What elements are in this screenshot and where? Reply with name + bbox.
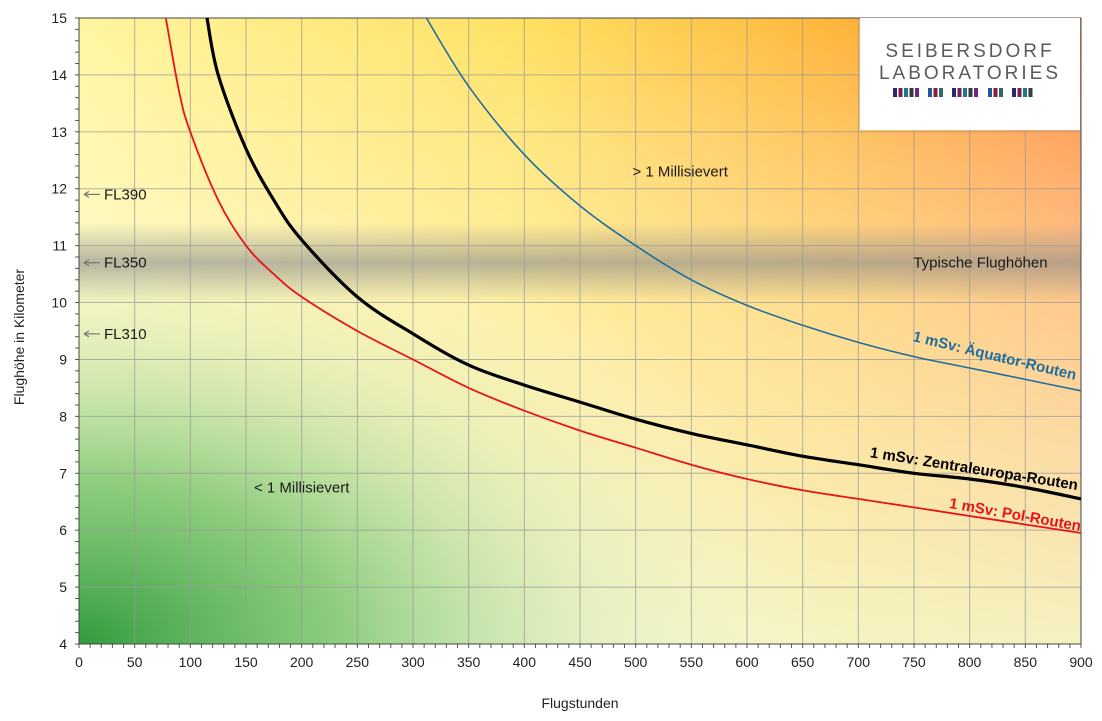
logo-bar: [909, 88, 914, 97]
series: [164, 17, 1082, 534]
y-tick-label: 9: [59, 351, 67, 367]
x-tick-label: 200: [290, 654, 314, 670]
y-tick-label: 4: [59, 636, 67, 652]
logo-line2: LABORATORIES: [879, 63, 1061, 84]
logo-bar: [928, 88, 932, 97]
y-tick-label: 12: [51, 181, 67, 197]
logo-bar: [968, 88, 973, 97]
logo-bar: [974, 88, 978, 97]
logo-bar: [999, 88, 1003, 97]
axes: 0 50 100 150 200 250 300 350 400 450 500 550 600 650 7…: [51, 10, 1092, 670]
x-tick-label: 100: [179, 654, 203, 670]
logo-bar: [915, 88, 919, 97]
logo-bar: [898, 88, 903, 97]
x-tick-label: 500: [624, 654, 648, 670]
y-tick-label: 8: [59, 408, 67, 424]
zentraleuropa-routen-line: [205, 17, 1082, 501]
pol-routen-line: [164, 17, 1082, 534]
logo-bar: [933, 88, 938, 97]
x-tick-label: 0: [75, 654, 83, 670]
x-tick-label: 650: [791, 654, 815, 670]
logo-bar: [957, 88, 962, 97]
fl-arrowhead-icon: [83, 190, 90, 198]
flight-level-label: FL350: [104, 255, 147, 272]
fl-arrowhead-icon: [83, 259, 90, 267]
logo-bar: [988, 88, 992, 97]
flight-level-label: FL390: [104, 186, 147, 203]
x-tick-label: 450: [568, 654, 592, 670]
above-1msv-label: > 1 Millisievert: [632, 164, 728, 181]
logo-bar: [939, 88, 943, 97]
y-tick-label: 5: [59, 579, 67, 595]
logo-bar: [904, 88, 908, 97]
y-axis-title: Flughöhe in Kilometer: [11, 269, 27, 406]
logo-bar: [1023, 88, 1027, 97]
x-tick-label: 600: [735, 654, 759, 670]
logo-bar: [1017, 88, 1022, 97]
x-tick-label: 250: [346, 654, 370, 670]
logo-bar: [1028, 88, 1033, 97]
x-tick-label: 350: [457, 654, 481, 670]
plot-frame: [78, 17, 1082, 645]
logo-bar: [893, 88, 897, 97]
logo-line1: SEIBERSDORF: [885, 41, 1054, 62]
x-tick-label: 50: [127, 654, 143, 670]
y-tick-label: 15: [51, 10, 67, 26]
logo-barcode-icon: [893, 88, 1033, 97]
y-tick-label: 10: [51, 295, 67, 311]
x-tick-label: 700: [847, 654, 871, 670]
x-tick-label: 750: [902, 654, 926, 670]
logo-bar: [963, 88, 967, 97]
logo-background: [860, 18, 1080, 130]
x-tick-label: 300: [401, 654, 425, 670]
x-tick-label: 850: [1014, 654, 1038, 670]
y-tick-label: 11: [52, 238, 67, 254]
below-1msv-label: < 1 Millisievert: [254, 480, 350, 497]
x-tick-label: 550: [680, 654, 704, 670]
logo-bar: [952, 88, 956, 97]
fl-arrowhead-icon: [83, 330, 90, 338]
y-tick-label: 14: [51, 67, 67, 83]
y-tick-label: 13: [51, 124, 67, 140]
typical-altitudes-label: Typische Flughöhen: [913, 255, 1047, 272]
seibersdorf-logo: SEIBERSDORF LABORATORIES: [860, 18, 1080, 130]
x-tick-label: 900: [1069, 654, 1093, 670]
logo-bar: [993, 88, 998, 97]
logo-bar: [1012, 88, 1016, 97]
x-tick-label: 800: [958, 654, 982, 670]
flight-level-label: FL310: [104, 326, 147, 343]
x-tick-label: 150: [234, 654, 258, 670]
x-tick-label: 400: [513, 654, 537, 670]
aequator-routen-line: [425, 17, 1082, 392]
y-tick-label: 7: [59, 465, 67, 481]
y-tick-label: 6: [59, 522, 67, 538]
x-axis-title: Flugstunden: [541, 695, 618, 711]
